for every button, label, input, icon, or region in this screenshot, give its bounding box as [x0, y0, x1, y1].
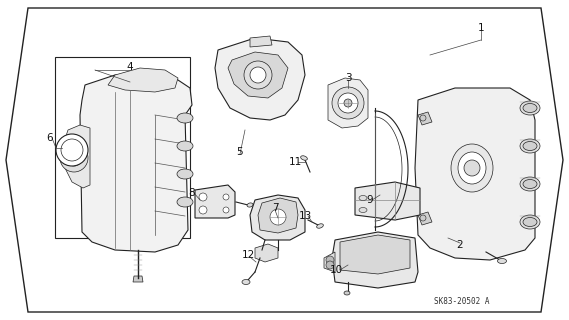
Ellipse shape — [523, 103, 537, 113]
Ellipse shape — [344, 291, 350, 295]
Ellipse shape — [300, 156, 307, 160]
Circle shape — [244, 61, 272, 89]
Polygon shape — [255, 244, 278, 262]
Text: 3: 3 — [345, 73, 351, 83]
Ellipse shape — [177, 169, 193, 179]
Polygon shape — [55, 57, 190, 238]
Circle shape — [338, 93, 358, 113]
Polygon shape — [250, 195, 305, 240]
Text: 13: 13 — [298, 211, 312, 221]
Polygon shape — [418, 112, 432, 125]
Polygon shape — [332, 232, 418, 288]
Circle shape — [199, 206, 207, 214]
Text: 11: 11 — [288, 157, 302, 167]
Circle shape — [464, 160, 480, 176]
Circle shape — [326, 256, 334, 264]
Circle shape — [56, 134, 88, 166]
Text: 10: 10 — [329, 265, 343, 275]
Polygon shape — [80, 75, 192, 252]
Ellipse shape — [316, 224, 323, 228]
Circle shape — [326, 261, 334, 269]
Polygon shape — [340, 235, 410, 274]
Ellipse shape — [520, 139, 540, 153]
Ellipse shape — [523, 218, 537, 227]
Polygon shape — [6, 8, 563, 312]
Circle shape — [61, 139, 83, 161]
Text: 7: 7 — [271, 203, 278, 213]
Circle shape — [66, 150, 82, 166]
Ellipse shape — [242, 279, 250, 284]
Polygon shape — [228, 52, 288, 98]
Polygon shape — [108, 68, 178, 92]
Circle shape — [223, 194, 229, 200]
Text: 9: 9 — [366, 195, 373, 205]
Polygon shape — [328, 78, 368, 128]
Ellipse shape — [247, 203, 253, 207]
Text: SK83-20502 A: SK83-20502 A — [434, 298, 490, 307]
Ellipse shape — [359, 207, 367, 212]
Polygon shape — [250, 36, 272, 47]
Circle shape — [199, 193, 207, 201]
Ellipse shape — [497, 259, 506, 263]
Polygon shape — [415, 88, 535, 260]
Ellipse shape — [523, 141, 537, 150]
Text: 12: 12 — [241, 250, 254, 260]
Polygon shape — [215, 38, 305, 120]
Ellipse shape — [520, 215, 540, 229]
Polygon shape — [62, 125, 90, 188]
Ellipse shape — [520, 177, 540, 191]
Polygon shape — [418, 212, 432, 225]
Polygon shape — [355, 182, 420, 220]
Ellipse shape — [177, 197, 193, 207]
Ellipse shape — [451, 144, 493, 192]
Text: 2: 2 — [457, 240, 463, 250]
Polygon shape — [324, 252, 335, 272]
Circle shape — [420, 115, 426, 121]
Polygon shape — [195, 185, 235, 218]
Circle shape — [270, 209, 286, 225]
Circle shape — [223, 207, 229, 213]
Circle shape — [70, 154, 78, 162]
Circle shape — [420, 215, 426, 221]
Ellipse shape — [177, 113, 193, 123]
Ellipse shape — [458, 152, 486, 184]
Ellipse shape — [520, 101, 540, 115]
Ellipse shape — [523, 180, 537, 188]
Circle shape — [250, 67, 266, 83]
Polygon shape — [258, 198, 298, 233]
Ellipse shape — [359, 196, 367, 201]
Text: 4: 4 — [127, 62, 133, 72]
Circle shape — [60, 144, 88, 172]
Polygon shape — [133, 276, 143, 282]
Circle shape — [332, 87, 364, 119]
Ellipse shape — [177, 141, 193, 151]
Text: 6: 6 — [47, 133, 53, 143]
Text: 1: 1 — [478, 23, 484, 33]
Circle shape — [344, 99, 352, 107]
Text: 8: 8 — [189, 188, 195, 198]
Text: 5: 5 — [237, 147, 244, 157]
